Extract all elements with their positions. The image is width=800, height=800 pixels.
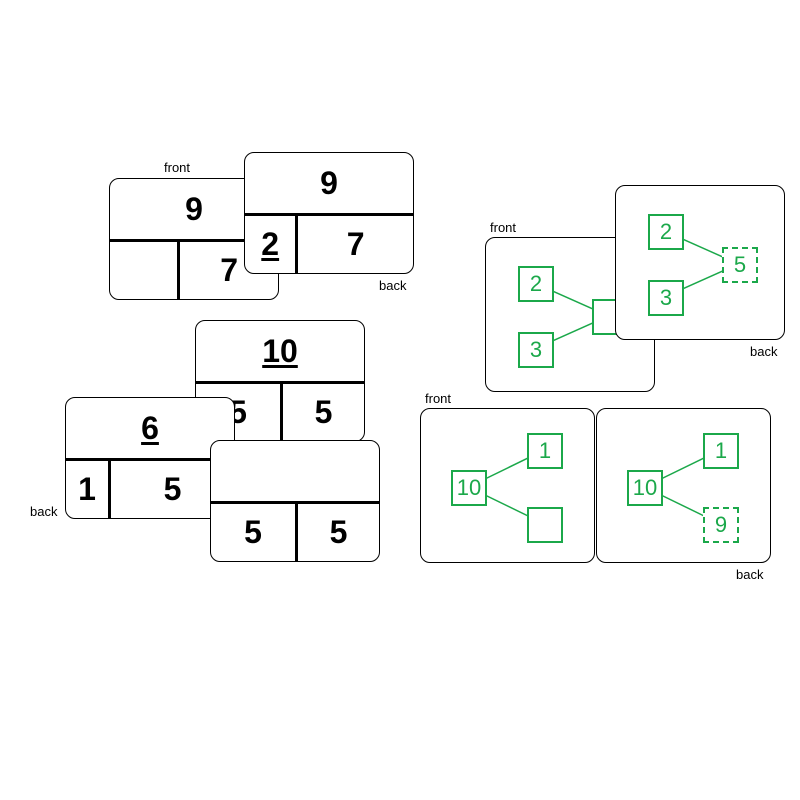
bond-box: 1	[527, 433, 563, 469]
part-value: 5	[280, 384, 364, 441]
label-front: front	[164, 160, 190, 175]
bond-box: 9	[703, 507, 739, 543]
bond-card-10-1-back: 10 1 9	[596, 408, 771, 563]
diagram-stage: 9 7 front 9 27 back 10 55 6 15 back 55 2…	[0, 0, 800, 800]
parts-row: 27	[245, 213, 413, 273]
part-value: 7	[295, 216, 413, 273]
parts-row: 55	[211, 501, 379, 561]
card-5-5: 55	[210, 440, 380, 562]
bond-box	[527, 507, 563, 543]
bond-box: 3	[648, 280, 684, 316]
bond-box: 3	[518, 332, 554, 368]
bond-box: 2	[518, 266, 554, 302]
label-back: back	[750, 344, 777, 359]
label-back: back	[736, 567, 763, 582]
label-back: back	[30, 504, 57, 519]
part-value: 5	[211, 504, 295, 561]
whole-value: 6	[66, 398, 234, 458]
whole-value	[211, 441, 379, 501]
label-front: front	[490, 220, 516, 235]
part-value: 1	[66, 461, 108, 518]
part-value	[110, 242, 177, 299]
whole-value: 9	[245, 153, 413, 213]
label-front: front	[425, 391, 451, 406]
parts-row: 15	[66, 458, 234, 518]
part-value: 5	[295, 504, 379, 561]
whole-value: 10	[196, 321, 364, 381]
bond-box: 1	[703, 433, 739, 469]
bond-box: 10	[451, 470, 487, 506]
bond-card-10-1-front: 10 1	[420, 408, 595, 563]
part-value: 2	[245, 216, 295, 273]
bond-box: 10	[627, 470, 663, 506]
card-9-back: 9 27	[244, 152, 414, 274]
bond-card-2-3-back: 2 3 5	[615, 185, 785, 340]
bond-box: 2	[648, 214, 684, 250]
bond-box: 5	[722, 247, 758, 283]
label-back: back	[379, 278, 406, 293]
